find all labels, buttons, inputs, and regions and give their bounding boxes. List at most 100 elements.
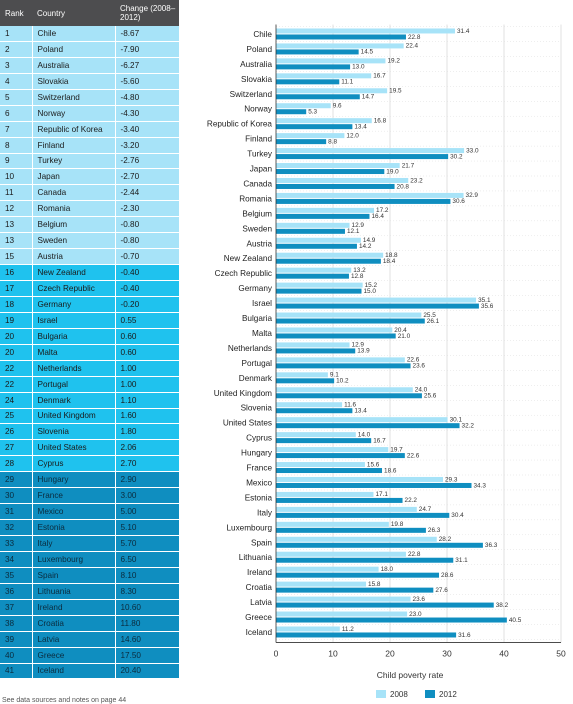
country-header: Country xyxy=(32,0,115,26)
data-label-2012: 13.4 xyxy=(354,123,367,130)
data-label-2008: 30.1 xyxy=(450,416,463,423)
country-cell: Hungary xyxy=(31,471,115,489)
table-row: 1 Chile -8.67 xyxy=(0,26,179,42)
bar-2012 xyxy=(276,79,340,85)
rank-cell: 13 xyxy=(0,232,32,250)
data-label-2008: 20.4 xyxy=(394,327,407,334)
data-label-2012: 25.6 xyxy=(424,393,437,400)
category-label: United Kingdom xyxy=(214,389,272,398)
data-label-2012: 31.6 xyxy=(458,632,471,639)
data-label-2012: 8.8 xyxy=(328,138,337,145)
data-label-2008: 23.2 xyxy=(410,177,423,184)
axis-layer: 0 10 20 30 40 50 xyxy=(274,24,566,658)
table-row: 36 Lithuania 8.30 xyxy=(0,583,179,600)
bar-2008 xyxy=(276,297,477,303)
bar-2012 xyxy=(276,243,357,249)
data-label-2008: 22.8 xyxy=(408,551,421,558)
change-cell: 1.10 xyxy=(114,392,179,409)
bar-2008 xyxy=(276,103,331,109)
country-cell: Switzerland xyxy=(31,89,115,106)
bar-2008 xyxy=(276,596,411,602)
change-cell: 0.60 xyxy=(114,344,179,361)
x-axis-title: Child poverty rate xyxy=(377,670,444,680)
category-label: Mexico xyxy=(246,478,272,487)
data-label-2008: 21.7 xyxy=(402,162,415,169)
bar-2012 xyxy=(276,363,411,369)
data-label-2008: 19.7 xyxy=(390,446,403,453)
change-cell: 10.60 xyxy=(114,599,179,616)
table-row: 9 Turkey -2.76 xyxy=(0,153,179,170)
change-cell: -4.80 xyxy=(114,89,179,106)
country-cell: Portugal xyxy=(31,376,115,393)
rank-cell: 39 xyxy=(0,631,32,648)
change-cell: 5.70 xyxy=(114,535,179,552)
category-label: Switzerland xyxy=(230,90,273,99)
bar-2008 xyxy=(276,267,352,273)
category-label: Slovakia xyxy=(241,75,272,84)
data-label-2012: 40.5 xyxy=(509,617,522,624)
category-label: Iceland xyxy=(246,628,273,637)
country-cell: Bulgaria xyxy=(31,328,115,345)
data-label-2008: 31.4 xyxy=(457,28,470,35)
country-cell: Norway xyxy=(31,105,115,122)
country-cell: Croatia xyxy=(31,615,115,632)
change-cell: 1.00 xyxy=(114,360,179,377)
data-label-2008: 15.8 xyxy=(368,581,381,588)
table-row: 35 Spain 8.10 xyxy=(0,567,179,584)
bar-2008 xyxy=(276,462,365,468)
change-cell: -4.30 xyxy=(114,105,179,122)
data-label-2012: 5.3 xyxy=(308,109,317,116)
data-label-2008: 29.3 xyxy=(445,476,458,483)
country-cell: Denmark xyxy=(31,392,115,409)
rank-cell: 38 xyxy=(0,615,32,632)
bar-2008 xyxy=(276,192,464,198)
data-label-2008: 24.7 xyxy=(419,506,432,513)
data-label-2012: 14.7 xyxy=(362,94,375,101)
change-cell: 8.10 xyxy=(114,567,179,584)
bar-2012 xyxy=(276,183,395,189)
bar-2008 xyxy=(276,252,384,258)
rank-cell: 8 xyxy=(0,137,32,154)
country-cell: Cyprus xyxy=(31,455,115,473)
data-label-2008: 19.5 xyxy=(389,88,402,95)
data-label-2012: 22.2 xyxy=(405,497,418,504)
table-row: 32 Estonia 5.10 xyxy=(0,519,179,536)
data-label-2012: 22.8 xyxy=(408,34,421,41)
bar-2008 xyxy=(276,28,455,34)
data-label-2008: 24.0 xyxy=(415,387,428,394)
bar-2008 xyxy=(276,237,361,243)
rank-cell: 27 xyxy=(0,439,32,457)
bar-2012 xyxy=(276,453,405,459)
change-cell: 2.06 xyxy=(114,439,179,457)
country-cell: Spain xyxy=(31,567,115,584)
data-label-2012: 16.4 xyxy=(371,213,384,220)
x-tick-label: 50 xyxy=(556,648,566,658)
data-label-2008: 32.9 xyxy=(466,192,479,199)
table-row: 4 Slovakia -5.60 xyxy=(0,73,179,90)
grid-layer xyxy=(276,24,562,643)
x-tick-label: 10 xyxy=(328,648,338,658)
data-label-2012: 12.1 xyxy=(347,228,360,235)
data-label-2012: 13.0 xyxy=(352,64,365,71)
country-cell: Romania xyxy=(31,200,115,218)
country-cell: Greece xyxy=(31,647,115,664)
category-label: Australia xyxy=(240,60,272,69)
bar-2008 xyxy=(276,282,363,288)
data-label-2008: 22.6 xyxy=(407,357,420,364)
category-label: United States xyxy=(223,419,272,428)
bar-2012 xyxy=(276,423,460,429)
table-row: 31 Mexico 5.00 xyxy=(0,503,179,521)
rank-cell: 2 xyxy=(0,41,32,58)
country-cell: Lithuania xyxy=(31,583,115,600)
rank-header: Rank xyxy=(0,0,32,26)
category-label: Lithuania xyxy=(239,553,273,562)
table-row: 29 Hungary 2.90 xyxy=(0,471,179,489)
rank-cell: 30 xyxy=(0,487,32,505)
bar-2008 xyxy=(276,163,400,169)
country-cell: Finland xyxy=(31,137,115,154)
data-label-2008: 23.6 xyxy=(413,596,426,603)
bar-2012 xyxy=(276,288,362,294)
country-cell: Sweden xyxy=(31,232,115,250)
category-label: Israel xyxy=(252,299,272,308)
bar-2008 xyxy=(276,432,356,438)
